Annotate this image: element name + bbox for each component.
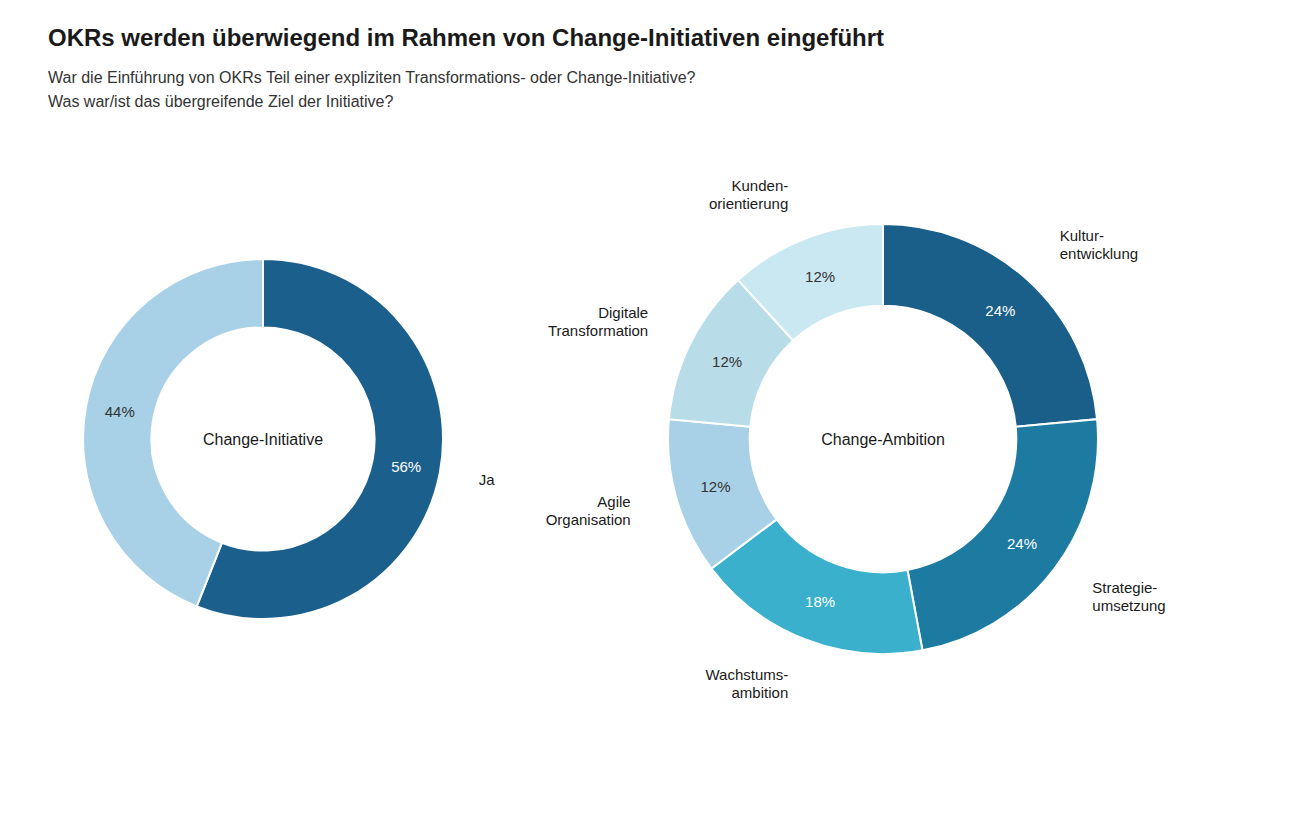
svg-text:56%: 56% <box>391 458 421 475</box>
svg-text:44%: 44% <box>105 403 135 420</box>
svg-text:24%: 24% <box>985 302 1015 319</box>
svg-text:AgileOrganisation: AgileOrganisation <box>546 493 631 528</box>
svg-text:DigitaleTransformation: DigitaleTransformation <box>548 304 648 339</box>
svg-text:24%: 24% <box>1007 535 1037 552</box>
svg-text:Kultur-entwicklung: Kultur-entwicklung <box>1060 227 1138 262</box>
svg-text:Change-Ambition: Change-Ambition <box>821 431 945 448</box>
svg-text:Strategie-umsetzung: Strategie-umsetzung <box>1092 579 1165 614</box>
svg-text:12%: 12% <box>805 268 835 285</box>
svg-text:Wachstums-ambition: Wachstums-ambition <box>705 666 788 701</box>
html-text:OKRs werden überwiegend im Rah: OKRs werden überwiegend im Rahmen von Ch… <box>48 24 885 51</box>
svg-text:12%: 12% <box>712 353 742 370</box>
html-text:War die Einführung von OKRs Te: War die Einführung von OKRs Teil einer e… <box>48 69 696 86</box>
html-text:Was war/ist das übergreifende: Was war/ist das übergreifende Ziel der I… <box>48 93 394 110</box>
svg-text:Ja: Ja <box>479 471 496 488</box>
svg-text:18%: 18% <box>805 593 835 610</box>
svg-text:Kunden-orientierung: Kunden-orientierung <box>709 177 788 212</box>
svg-text:Change-Initiative: Change-Initiative <box>203 431 323 448</box>
svg-text:12%: 12% <box>700 478 730 495</box>
